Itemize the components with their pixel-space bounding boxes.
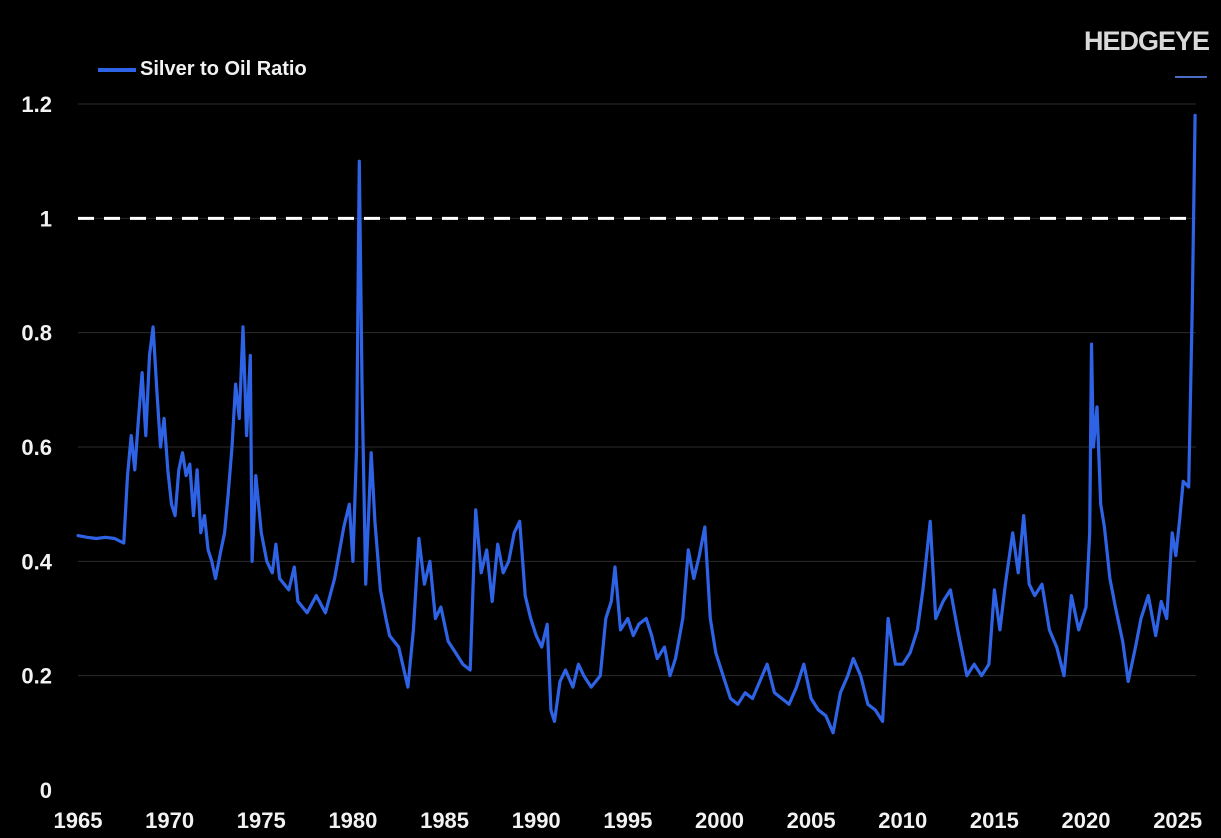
x-tick-label: 1985 xyxy=(420,808,469,833)
y-tick-label: 0.8 xyxy=(21,321,52,346)
y-tick-label: 0.6 xyxy=(21,435,52,460)
x-tick-label: 2025 xyxy=(1153,808,1202,833)
x-tick-label: 1995 xyxy=(603,808,652,833)
x-tick-label: 2020 xyxy=(1062,808,1111,833)
y-tick-label: 1 xyxy=(40,206,52,231)
y-tick-label: 0 xyxy=(40,778,52,803)
y-tick-label: 0.2 xyxy=(21,664,52,689)
y-tick-label: 0.4 xyxy=(21,549,52,574)
x-tick-label: 1975 xyxy=(237,808,286,833)
y-tick-label: 1.2 xyxy=(21,92,52,117)
series-layer xyxy=(76,113,1197,735)
legend-swatch xyxy=(98,67,136,72)
x-axis-ticks: 1965 1970 1975 1980 1985 1990 1995 2000 2005 2010… xyxy=(54,808,1203,833)
brand-logo: HEDGEYE xyxy=(1083,26,1210,56)
x-tick-label: 1965 xyxy=(54,808,103,833)
brand-underline xyxy=(1175,76,1207,78)
legend-label: Silver to Oil Ratio xyxy=(140,58,307,80)
x-tick-label: 2005 xyxy=(787,808,836,833)
y-axis-ticks: 0 0.2 0.4 0.6 0.8 1 1.2 xyxy=(21,92,52,803)
series-line xyxy=(76,113,1197,735)
x-tick-label: 2000 xyxy=(695,808,744,833)
legend: Silver to Oil Ratio xyxy=(98,58,307,81)
x-tick-label: 1990 xyxy=(512,808,561,833)
x-tick-label: 2015 xyxy=(970,808,1019,833)
x-tick-label: 2010 xyxy=(878,808,927,833)
x-tick-label: 1970 xyxy=(145,808,194,833)
x-tick-label: 1980 xyxy=(328,808,377,833)
